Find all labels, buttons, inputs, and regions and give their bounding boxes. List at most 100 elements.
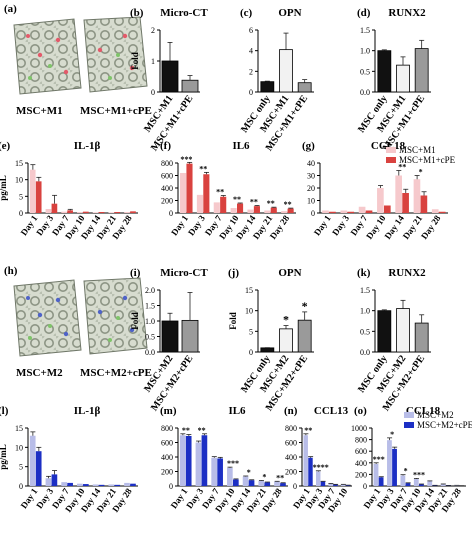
bar-m-s0-3 [227, 467, 233, 486]
panel-letter-l: (l) [0, 405, 9, 417]
legend-swatch-g-0 [386, 147, 396, 153]
bar-f-s0-0 [180, 173, 187, 213]
bar-g-s0-6 [431, 209, 439, 213]
legend-swatch-o-1 [404, 422, 414, 428]
bar-m-s1-1 [201, 435, 208, 486]
bar-o-s1-1 [392, 448, 397, 486]
chart-title-k: RUNX2 [388, 267, 426, 279]
bar-o-s0-6 [454, 485, 459, 486]
bar-g-s1-3 [384, 205, 391, 213]
scaffold-label-msc-m1-cpe: MSC+M1+cPE [80, 105, 152, 117]
panel-letter-a: (a) [4, 3, 17, 15]
bar-f-s1-1 [203, 174, 210, 213]
bar-f-s1-6 [287, 208, 294, 213]
bar-l-s0-4 [92, 484, 99, 486]
bar-f-s0-2 [213, 202, 220, 213]
y-tick-label-m-0: 0 [169, 482, 173, 491]
bar-o-s0-3 [413, 479, 419, 486]
bar-o-s0-0 [373, 463, 379, 486]
bar-o-s1-2 [405, 483, 411, 486]
sig-mark-f-2: ** [216, 188, 224, 197]
bar-n-s0-1 [316, 471, 321, 486]
y-tick-label-e-3: 15 [15, 159, 23, 168]
bar-k-1 [396, 308, 410, 353]
legend-label-o-1: MSC+M2+cPE [417, 420, 472, 430]
y-tick-label-l-0: 0 [19, 482, 23, 491]
chart-title-e: IL-1β [74, 140, 101, 152]
sig-mark-j-2: * [302, 299, 308, 313]
bar-d-2 [414, 48, 429, 93]
bar-g-s1-0 [329, 211, 336, 213]
bar-n-s1-3 [345, 485, 351, 486]
scaffold-label-msc-m1: MSC+M1 [16, 105, 63, 117]
bar-l-s0-2 [61, 482, 67, 486]
sig-mark-m-1: ** [198, 426, 206, 435]
bar-m-s0-0 [179, 435, 186, 486]
y-axis-label-j: Fold [228, 312, 238, 330]
y-tick-label-k-0: 0.0 [360, 348, 370, 357]
bar-l-s1-6 [130, 483, 136, 486]
bar-d-1 [396, 64, 410, 93]
bar-e-s0-0 [29, 169, 36, 213]
y-tick-label-g-1: 10 [307, 197, 315, 206]
sig-mark-f-1: ** [199, 164, 207, 173]
bar-f-s0-4 [247, 209, 254, 213]
bar-k-0 [377, 310, 392, 353]
panel-letter-h: (h) [4, 265, 18, 277]
y-tick-label-g-3: 30 [307, 172, 315, 181]
bar-m-s0-5 [258, 480, 265, 486]
chart-title-j: OPN [278, 267, 301, 279]
bar-f-s0-6 [281, 211, 288, 213]
panel-letter-e: (e) [0, 140, 11, 152]
x-tick-label-g-0: Day 1 [312, 213, 333, 237]
y-tick-label-f-4: 800 [161, 159, 173, 168]
bar-e-s1-6 [130, 211, 136, 213]
panel-letter-d: (d) [357, 7, 371, 19]
panel-letter-b: (b) [130, 7, 144, 19]
bar-l-s1-0 [35, 451, 42, 486]
sig-mark-o-0: *** [373, 455, 385, 464]
scaffold-label-msc-m2-cpe: MSC+M2+cPE [80, 367, 152, 379]
y-tick-label-k-1: 0.5 [360, 327, 370, 336]
y-tick-label-d-1: 0.5 [360, 67, 370, 76]
bar-l-s1-5 [114, 484, 121, 486]
bar-o-s1-0 [378, 477, 384, 486]
bar-n-s1-0 [308, 457, 313, 486]
panel-h: (h) MSC+M2 MSC+M2+cPE [4, 265, 152, 379]
y-axis-label-i: Fold [130, 312, 140, 330]
y-tick-label-l-2: 10 [15, 443, 23, 452]
panel-letter-m: (m) [160, 405, 177, 417]
chart-title-m: IL6 [228, 405, 246, 417]
y-tick-label-i-0: 0.0 [145, 348, 155, 357]
sig-mark-m-5: * [262, 472, 266, 481]
bar-e-s0-6 [124, 212, 130, 213]
y-tick-label-m-4: 800 [161, 424, 173, 433]
bar-l-s0-3 [77, 483, 83, 486]
bar-f-s1-3 [237, 203, 244, 213]
sig-mark-f-0: *** [180, 155, 192, 164]
sig-mark-f-4: ** [250, 198, 258, 207]
x-tick-label-g-6: Day 28 [419, 213, 443, 241]
bar-f-s0-1 [196, 194, 203, 213]
y-tick-label-f-3: 600 [161, 172, 173, 181]
bar-g-s0-0 [322, 210, 329, 213]
sig-mark-g-5: * [419, 168, 423, 177]
panel-letter-c: (c) [240, 7, 253, 19]
bar-e-s1-0 [35, 181, 42, 213]
bar-e-s0-1 [45, 209, 52, 213]
y-tick-label-f-2: 400 [161, 184, 173, 193]
y-tick-label-j-1: 5 [249, 327, 253, 336]
chart-title-i: Micro-CT [160, 267, 208, 279]
chart-title-o: CCL18 [406, 405, 441, 417]
bar-c-0 [260, 81, 275, 93]
sig-mark-o-2: * [404, 467, 408, 476]
bar-l-s1-2 [67, 482, 73, 486]
bar-o-s1-4 [432, 485, 438, 486]
bar-b-1 [181, 79, 199, 93]
y-tick-label-e-2: 10 [15, 176, 23, 185]
